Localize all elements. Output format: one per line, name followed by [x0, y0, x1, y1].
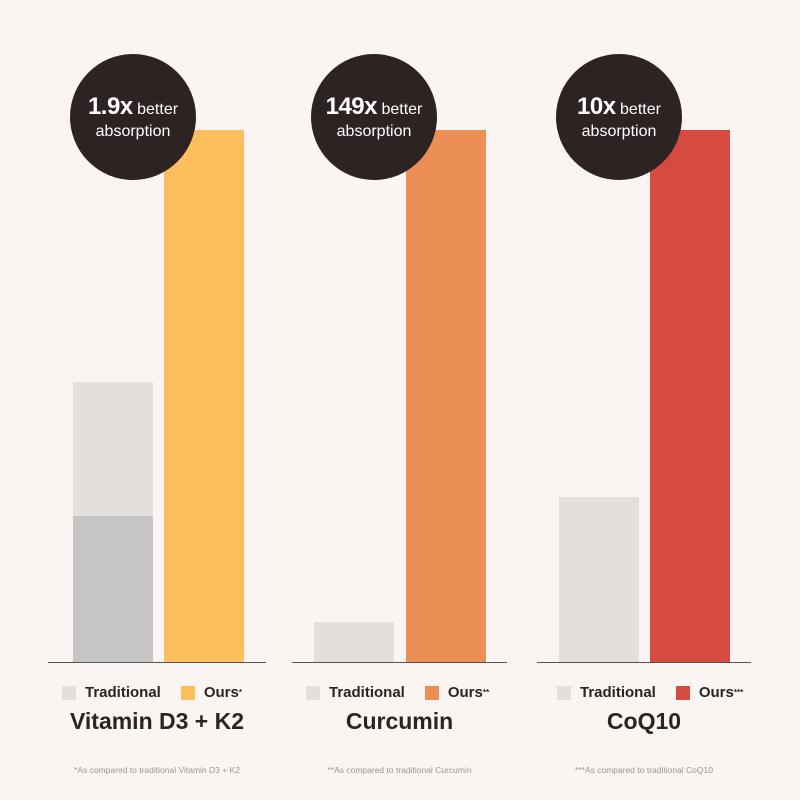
badge-multiplier: 1.9x	[87, 92, 133, 120]
bar-ours	[406, 130, 486, 662]
legend-item-ours: Ours **	[424, 684, 490, 701]
chart-panel-coq10: 10x better absorption Traditional Ours **…	[537, 0, 751, 800]
bar-traditional	[314, 622, 394, 662]
legend-item-traditional: Traditional	[62, 684, 161, 701]
legend-label-traditional: Traditional	[329, 684, 405, 701]
legend-label-ours: Ours	[698, 684, 734, 701]
bar-ours	[164, 130, 244, 662]
legend-sup-ours: ***	[733, 688, 744, 697]
badge-absorption: absorption	[581, 122, 657, 140]
badge-absorption: absorption	[95, 122, 171, 140]
legend-swatch-traditional	[306, 685, 320, 700]
badge-better: better	[137, 100, 179, 118]
legend-swatch-traditional	[557, 685, 571, 700]
baseline	[292, 662, 507, 663]
legend-label-ours: Ours	[447, 684, 483, 701]
legend: Traditional Ours ***	[557, 684, 743, 701]
legend-label-traditional: Traditional	[580, 684, 656, 701]
absorption-badge: 1.9x better absorption	[70, 54, 196, 180]
footnote: *As compared to traditional Vitamin D3 +…	[74, 765, 240, 775]
badge-absorption: absorption	[336, 122, 412, 140]
legend-label-ours: Ours	[203, 684, 239, 701]
legend-swatch-traditional	[62, 685, 76, 700]
chart-panel-vitamin-d3-k2: 1.9x better absorption Traditional Ours *…	[48, 0, 266, 800]
absorption-badge: 10x better absorption	[556, 54, 682, 180]
badge-multiplier: 10x	[577, 92, 616, 120]
legend-swatch-ours	[424, 685, 439, 700]
legend-item-traditional: Traditional	[306, 684, 405, 701]
baseline	[48, 662, 266, 663]
chart-panel-curcumin: 149x better absorption Traditional Ours *…	[292, 0, 507, 800]
product-title: Vitamin D3 + K2	[69, 708, 245, 734]
absorption-badge: 149x better absorption	[311, 54, 437, 180]
bar-ours	[650, 130, 730, 662]
legend-item-traditional: Traditional	[557, 684, 656, 701]
legend: Traditional Ours **	[306, 684, 489, 701]
legend-sup-ours: *	[238, 688, 242, 697]
legend-sup-ours: **	[482, 688, 490, 697]
footnote: ***As compared to traditional CoQ10	[575, 765, 713, 775]
product-title: CoQ10	[606, 708, 682, 734]
badge-better: better	[381, 100, 423, 118]
legend: Traditional Ours *	[62, 684, 242, 701]
legend-item-ours: Ours *	[180, 684, 242, 701]
legend-item-ours: Ours ***	[675, 684, 744, 701]
legend-label-traditional: Traditional	[85, 684, 161, 701]
legend-swatch-ours	[180, 685, 195, 700]
product-title: Curcumin	[345, 708, 454, 734]
footnote: **As compared to traditional Curcumin	[327, 765, 472, 775]
legend-swatch-ours	[675, 685, 690, 700]
bar-traditional	[559, 497, 639, 662]
badge-multiplier: 149x	[325, 92, 378, 120]
bar-traditional-inner	[73, 516, 153, 662]
baseline	[537, 662, 751, 663]
badge-better: better	[620, 100, 661, 118]
